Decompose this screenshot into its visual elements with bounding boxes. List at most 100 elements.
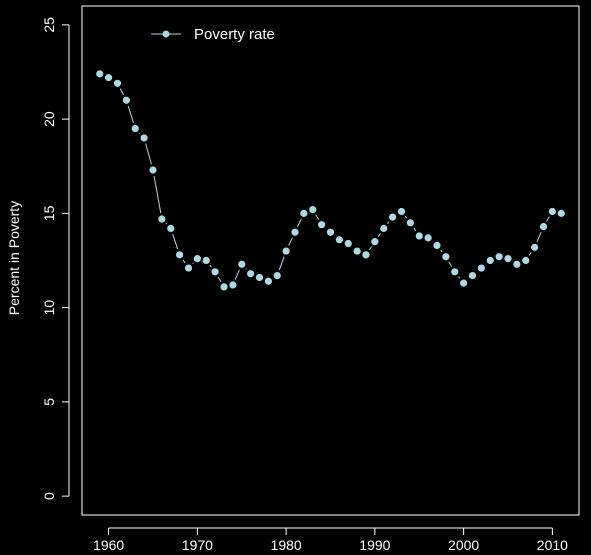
data-point-2003 xyxy=(486,256,494,265)
data-point-1969 xyxy=(184,264,193,272)
series-segment xyxy=(278,256,285,271)
y-tick-label-25: 25 xyxy=(41,17,57,33)
x-tick-label-1990: 1990 xyxy=(359,537,390,553)
data-point-1976 xyxy=(247,270,255,278)
series-segment xyxy=(440,249,443,253)
data-point-1971 xyxy=(202,256,210,265)
data-point-2005 xyxy=(504,255,512,263)
data-point-1961 xyxy=(113,79,122,87)
data-point-1992 xyxy=(389,213,397,221)
series-segment xyxy=(153,175,162,214)
data-point-1993 xyxy=(397,207,406,216)
x-tick-label-2000: 2000 xyxy=(448,537,479,553)
y-tick-label-10: 10 xyxy=(41,300,57,316)
y-tick-label-15: 15 xyxy=(41,205,57,221)
series-segment xyxy=(234,269,240,280)
series-segment xyxy=(458,276,461,279)
data-point-2007 xyxy=(522,256,530,265)
x-tick-label-1970: 1970 xyxy=(182,537,213,553)
data-point-1963 xyxy=(131,124,139,133)
data-point-1964 xyxy=(140,134,148,142)
data-point-1970 xyxy=(193,255,201,263)
x-tick-label-1980: 1980 xyxy=(271,537,302,553)
series-segment xyxy=(172,233,179,250)
series-segment xyxy=(127,105,134,123)
data-point-2011 xyxy=(557,209,565,217)
series-segment xyxy=(297,218,302,228)
series-segment xyxy=(145,143,152,165)
data-point-1982 xyxy=(300,209,308,217)
data-point-1973 xyxy=(220,283,228,291)
data-point-1989 xyxy=(362,251,370,259)
data-point-2000 xyxy=(460,279,468,287)
data-point-1991 xyxy=(380,224,388,233)
series-segment xyxy=(138,132,141,134)
series-poverty-rate xyxy=(96,70,565,291)
series-segment xyxy=(404,215,408,219)
data-point-1984 xyxy=(318,221,326,229)
data-point-1996 xyxy=(424,234,432,242)
series-segment xyxy=(209,264,212,268)
series-segment xyxy=(217,276,222,282)
data-point-1997 xyxy=(433,241,441,250)
data-point-1985 xyxy=(326,228,335,236)
data-point-1978 xyxy=(264,277,272,285)
y-axis-title: Percent in Poverty xyxy=(6,201,22,315)
data-point-2004 xyxy=(495,253,503,261)
data-point-1983 xyxy=(309,206,317,214)
series-segment xyxy=(119,88,125,96)
plot-frame xyxy=(81,5,580,516)
data-point-1995 xyxy=(415,232,423,240)
data-point-1975 xyxy=(238,260,246,268)
data-point-1988 xyxy=(353,247,361,255)
data-point-1980 xyxy=(282,247,290,255)
data-point-2001 xyxy=(468,271,477,280)
data-point-1962 xyxy=(122,96,130,104)
data-point-1959 xyxy=(96,70,104,78)
series-segment xyxy=(546,216,550,222)
data-point-1968 xyxy=(176,251,184,259)
series-segment xyxy=(368,246,372,251)
series-segment xyxy=(448,261,453,267)
legend-entry-label: Poverty rate xyxy=(194,26,275,43)
series-segment xyxy=(413,227,417,232)
data-point-1972 xyxy=(211,268,219,276)
data-point-1990 xyxy=(371,238,379,246)
axes: 1960 1970 1980 1990 2000 2010 0 5 10 15 20 25 xyxy=(41,5,580,553)
series-segment xyxy=(288,237,293,246)
y-tick-label-0: 0 xyxy=(41,492,57,500)
data-point-1986 xyxy=(335,236,343,244)
data-point-2009 xyxy=(539,222,548,231)
legend-marker xyxy=(162,30,170,38)
series-segment xyxy=(165,223,168,225)
series-segment xyxy=(536,231,542,242)
data-point-1966 xyxy=(158,215,166,223)
data-point-2010 xyxy=(548,207,556,216)
data-point-1974 xyxy=(229,281,237,289)
data-point-1994 xyxy=(406,219,414,227)
series-segment xyxy=(377,233,381,237)
series-segment xyxy=(315,214,320,220)
data-point-2008 xyxy=(531,243,539,251)
data-point-1979 xyxy=(273,271,281,280)
series-segment xyxy=(387,221,390,225)
series-segment xyxy=(192,262,194,265)
y-tick-label-5: 5 xyxy=(41,398,57,406)
data-point-1967 xyxy=(167,224,175,233)
data-point-1960 xyxy=(105,74,113,82)
data-point-2002 xyxy=(477,264,485,272)
data-point-1981 xyxy=(291,228,299,236)
data-point-1998 xyxy=(442,253,450,261)
data-point-1999 xyxy=(451,268,459,276)
x-tick-label-1960: 1960 xyxy=(93,537,124,553)
data-point-1965 xyxy=(149,166,157,174)
data-point-1977 xyxy=(255,273,264,282)
y-tick-label-20: 20 xyxy=(41,111,57,127)
series-segment xyxy=(182,259,186,264)
data-point-2006 xyxy=(513,260,521,268)
data-point-1987 xyxy=(344,239,352,248)
legend: Poverty rate xyxy=(151,26,275,43)
series-segment xyxy=(245,268,247,270)
x-tick-label-2010: 2010 xyxy=(537,537,568,553)
